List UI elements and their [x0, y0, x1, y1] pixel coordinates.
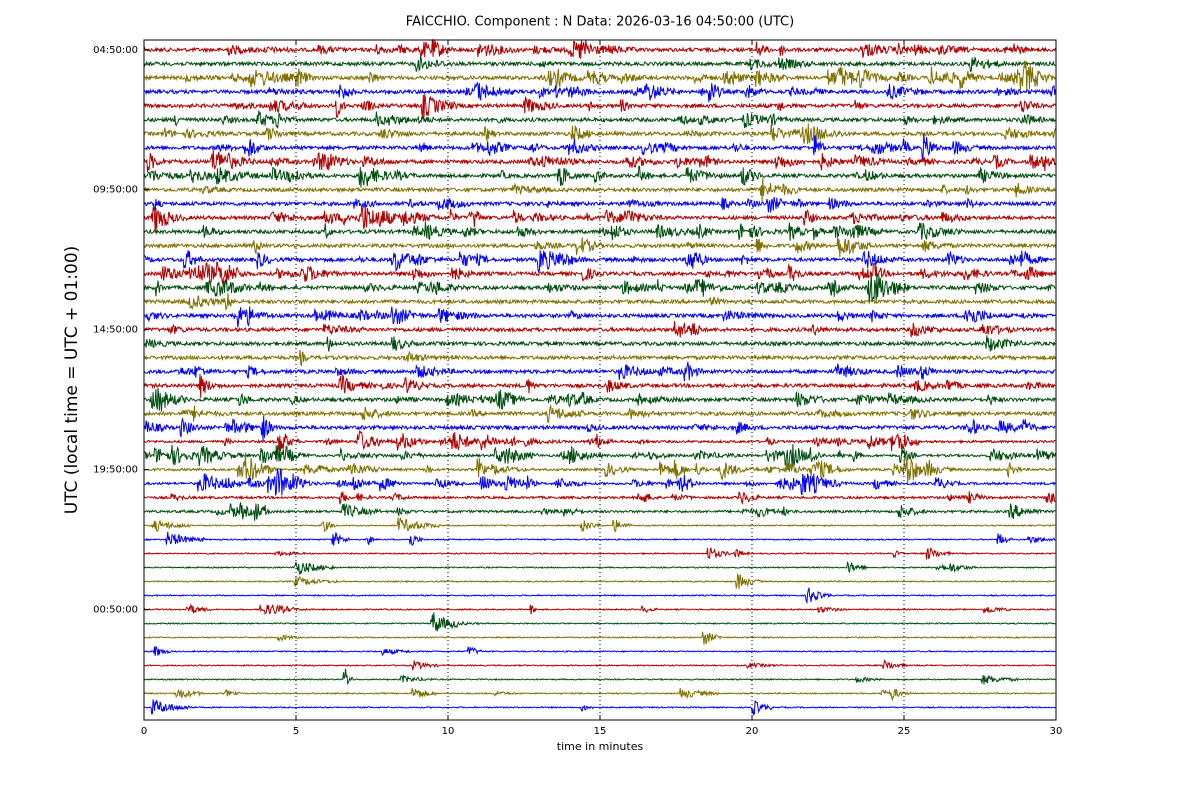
- trace: [143, 196, 1056, 213]
- plot-frame: [143, 39, 1057, 721]
- trace: [143, 631, 1056, 645]
- trace: [143, 292, 1056, 311]
- trace: [143, 320, 1056, 338]
- trace: [143, 547, 1056, 560]
- trace: [143, 502, 1056, 521]
- y-axis-label: UTC (local time = UTC + 01:00): [62, 246, 82, 515]
- trace: [143, 133, 1056, 162]
- x-tick-label: 25: [898, 726, 911, 737]
- trace: [143, 468, 1056, 496]
- y-tick-label: 14:50:00: [93, 325, 138, 336]
- trace: [143, 110, 1056, 129]
- x-tick-label: 30: [1050, 726, 1063, 737]
- x-axis-label: time in minutes: [557, 740, 644, 753]
- y-tick-label: 19:50:00: [93, 465, 138, 476]
- trace: [144, 531, 1056, 547]
- x-tick-label: 15: [594, 726, 607, 737]
- trace: [143, 81, 1056, 103]
- y-tick-label: 04:50:00: [93, 45, 138, 56]
- x-tick-label: 20: [746, 726, 759, 737]
- trace: [143, 165, 1056, 188]
- trace: [143, 491, 1056, 505]
- trace: [143, 415, 1056, 441]
- trace: [143, 204, 1056, 234]
- trace: [143, 452, 1056, 485]
- trace: [143, 687, 1056, 702]
- x-tick-label: 10: [442, 726, 455, 737]
- y-tick-label: 09:50:00: [93, 185, 138, 196]
- x-tick-label: 5: [293, 726, 299, 737]
- trace: [143, 668, 1056, 686]
- trace: [143, 645, 1056, 657]
- trace: [143, 94, 1056, 118]
- trace: [143, 177, 1056, 202]
- trace: [143, 560, 1056, 575]
- trace: [143, 373, 1056, 398]
- x-tick-label: 0: [141, 726, 147, 737]
- trace: [143, 272, 1056, 303]
- trace: [143, 403, 1056, 423]
- trace: [143, 335, 1056, 352]
- trace: [143, 387, 1056, 412]
- trace: [143, 699, 1056, 716]
- y-tick-label: 00:50:00: [93, 604, 138, 615]
- trace: [143, 612, 1056, 632]
- chart-title: FAICCHIO. Component : N Data: 2026-03-16…: [406, 15, 794, 30]
